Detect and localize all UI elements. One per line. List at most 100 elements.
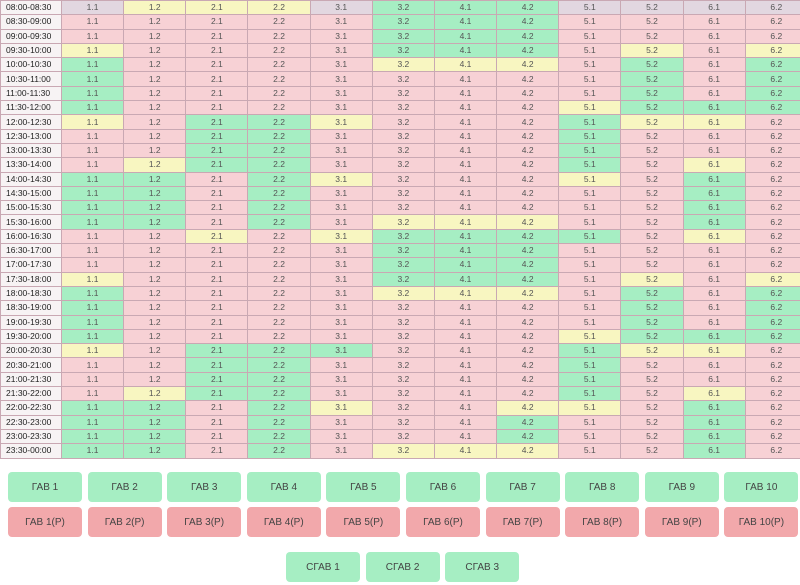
slot-cell-6-1[interactable]: 6.1 — [682, 243, 746, 259]
slot-cell-3-1[interactable]: 3.1 — [309, 257, 373, 273]
slot-cell-2-2[interactable]: 2.2 — [247, 200, 311, 216]
slot-cell-2-1[interactable]: 2.1 — [185, 42, 249, 59]
slot-cell-2-2[interactable]: 2.2 — [247, 243, 311, 259]
slot-cell-2-1[interactable]: 2.1 — [185, 300, 249, 316]
slot-cell-3-1[interactable]: 3.1 — [309, 357, 373, 373]
slot-cell-5-2[interactable]: 5.2 — [620, 243, 684, 259]
slot-cell-3-1[interactable]: 3.1 — [309, 314, 373, 330]
slot-cell-2-2[interactable]: 2.2 — [247, 0, 311, 16]
slot-cell-4-1[interactable]: 4.1 — [433, 71, 498, 87]
slot-cell-5-1[interactable]: 5.1 — [558, 314, 622, 330]
gab-reserve-button-8[interactable]: ГАВ 8(Р) — [565, 507, 640, 537]
slot-cell-6-2[interactable]: 6.2 — [744, 85, 800, 102]
gab-reserve-button-6[interactable]: ГАВ 6(Р) — [406, 507, 480, 537]
slot-cell-2-2[interactable]: 2.2 — [247, 257, 311, 273]
slot-cell-3-2[interactable]: 3.2 — [371, 100, 435, 116]
slot-cell-5-2[interactable]: 5.2 — [620, 328, 684, 345]
slot-cell-1-1[interactable]: 1.1 — [60, 100, 125, 116]
slot-cell-4-1[interactable]: 4.1 — [433, 42, 498, 59]
slot-cell-2-1[interactable]: 2.1 — [185, 314, 249, 330]
slot-cell-1-2[interactable]: 1.2 — [123, 71, 187, 87]
slot-cell-3-2[interactable]: 3.2 — [371, 28, 435, 44]
slot-cell-5-2[interactable]: 5.2 — [620, 400, 684, 416]
slot-cell-2-1[interactable]: 2.1 — [185, 214, 249, 230]
slot-cell-4-2[interactable]: 4.2 — [496, 57, 560, 73]
slot-cell-3-2[interactable]: 3.2 — [371, 0, 435, 16]
slot-cell-1-1[interactable]: 1.1 — [60, 157, 125, 173]
slot-cell-6-1[interactable]: 6.1 — [682, 157, 746, 173]
slot-cell-4-2[interactable]: 4.2 — [496, 171, 560, 187]
slot-cell-5-2[interactable]: 5.2 — [620, 300, 684, 316]
slot-cell-4-2[interactable]: 4.2 — [496, 328, 560, 345]
slot-cell-6-2[interactable]: 6.2 — [744, 42, 800, 59]
slot-cell-2-2[interactable]: 2.2 — [247, 314, 311, 330]
slot-cell-1-1[interactable]: 1.1 — [60, 142, 125, 159]
slot-cell-3-2[interactable]: 3.2 — [371, 414, 435, 430]
slot-cell-1-2[interactable]: 1.2 — [123, 157, 187, 173]
slot-cell-1-2[interactable]: 1.2 — [123, 400, 187, 416]
slot-cell-6-1[interactable]: 6.1 — [682, 228, 746, 245]
slot-cell-1-1[interactable]: 1.1 — [60, 357, 125, 373]
slot-cell-1-2[interactable]: 1.2 — [123, 171, 187, 187]
slot-cell-2-2[interactable]: 2.2 — [247, 42, 311, 59]
slot-cell-6-2[interactable]: 6.2 — [744, 114, 800, 130]
slot-cell-6-2[interactable]: 6.2 — [744, 128, 800, 144]
slot-cell-3-2[interactable]: 3.2 — [371, 271, 435, 287]
slot-cell-4-2[interactable]: 4.2 — [496, 386, 560, 402]
slot-cell-2-2[interactable]: 2.2 — [247, 285, 311, 302]
slot-cell-2-2[interactable]: 2.2 — [247, 357, 311, 373]
slot-cell-5-1[interactable]: 5.1 — [558, 271, 622, 287]
slot-cell-2-1[interactable]: 2.1 — [185, 57, 249, 73]
slot-cell-2-1[interactable]: 2.1 — [185, 114, 249, 130]
slot-cell-5-1[interactable]: 5.1 — [558, 443, 622, 459]
slot-cell-3-1[interactable]: 3.1 — [309, 28, 373, 44]
slot-cell-1-1[interactable]: 1.1 — [60, 114, 125, 130]
slot-cell-2-2[interactable]: 2.2 — [247, 71, 311, 87]
slot-cell-3-2[interactable]: 3.2 — [371, 400, 435, 416]
slot-cell-2-1[interactable]: 2.1 — [185, 0, 249, 16]
slot-cell-6-1[interactable]: 6.1 — [682, 114, 746, 130]
gab-button-7[interactable]: ГАВ 7 — [485, 472, 560, 502]
slot-cell-5-2[interactable]: 5.2 — [620, 357, 684, 373]
slot-cell-6-2[interactable]: 6.2 — [744, 28, 800, 44]
slot-cell-1-2[interactable]: 1.2 — [123, 42, 187, 59]
slot-cell-6-1[interactable]: 6.1 — [682, 343, 746, 359]
slot-cell-5-2[interactable]: 5.2 — [620, 343, 684, 359]
slot-cell-3-2[interactable]: 3.2 — [371, 42, 435, 59]
slot-cell-3-2[interactable]: 3.2 — [371, 142, 435, 159]
slot-cell-6-1[interactable]: 6.1 — [682, 171, 746, 187]
slot-cell-5-1[interactable]: 5.1 — [558, 42, 622, 59]
slot-cell-1-1[interactable]: 1.1 — [60, 28, 125, 44]
slot-cell-4-2[interactable]: 4.2 — [496, 85, 560, 102]
slot-cell-6-2[interactable]: 6.2 — [744, 300, 800, 316]
slot-cell-2-2[interactable]: 2.2 — [247, 157, 311, 173]
sgab-button-1[interactable]: СГАВ 1 — [286, 552, 360, 582]
slot-cell-6-1[interactable]: 6.1 — [682, 28, 746, 44]
slot-cell-3-1[interactable]: 3.1 — [309, 400, 373, 416]
slot-cell-1-1[interactable]: 1.1 — [60, 285, 125, 302]
slot-cell-6-2[interactable]: 6.2 — [744, 228, 800, 245]
slot-cell-1-1[interactable]: 1.1 — [60, 228, 125, 245]
slot-cell-6-2[interactable]: 6.2 — [744, 214, 800, 230]
slot-cell-2-2[interactable]: 2.2 — [247, 114, 311, 130]
slot-cell-3-1[interactable]: 3.1 — [309, 271, 373, 287]
gab-button-10[interactable]: ГАВ 10 — [724, 472, 799, 502]
slot-cell-6-1[interactable]: 6.1 — [682, 428, 746, 445]
gab-reserve-button-10[interactable]: ГАВ 10(Р) — [724, 507, 799, 537]
slot-cell-6-1[interactable]: 6.1 — [682, 300, 746, 316]
slot-cell-1-1[interactable]: 1.1 — [60, 243, 125, 259]
slot-cell-2-2[interactable]: 2.2 — [247, 100, 311, 116]
slot-cell-3-1[interactable]: 3.1 — [309, 100, 373, 116]
slot-cell-2-2[interactable]: 2.2 — [247, 300, 311, 316]
slot-cell-6-1[interactable]: 6.1 — [682, 200, 746, 216]
slot-cell-4-1[interactable]: 4.1 — [433, 443, 498, 459]
slot-cell-1-2[interactable]: 1.2 — [123, 443, 187, 459]
slot-cell-3-1[interactable]: 3.1 — [309, 371, 373, 388]
slot-cell-3-1[interactable]: 3.1 — [309, 185, 373, 202]
gab-reserve-button-1[interactable]: ГАВ 1(Р) — [8, 507, 82, 537]
slot-cell-5-2[interactable]: 5.2 — [620, 128, 684, 144]
slot-cell-4-2[interactable]: 4.2 — [496, 271, 560, 287]
slot-cell-5-1[interactable]: 5.1 — [558, 343, 622, 359]
slot-cell-2-1[interactable]: 2.1 — [185, 142, 249, 159]
slot-cell-4-2[interactable]: 4.2 — [496, 71, 560, 87]
